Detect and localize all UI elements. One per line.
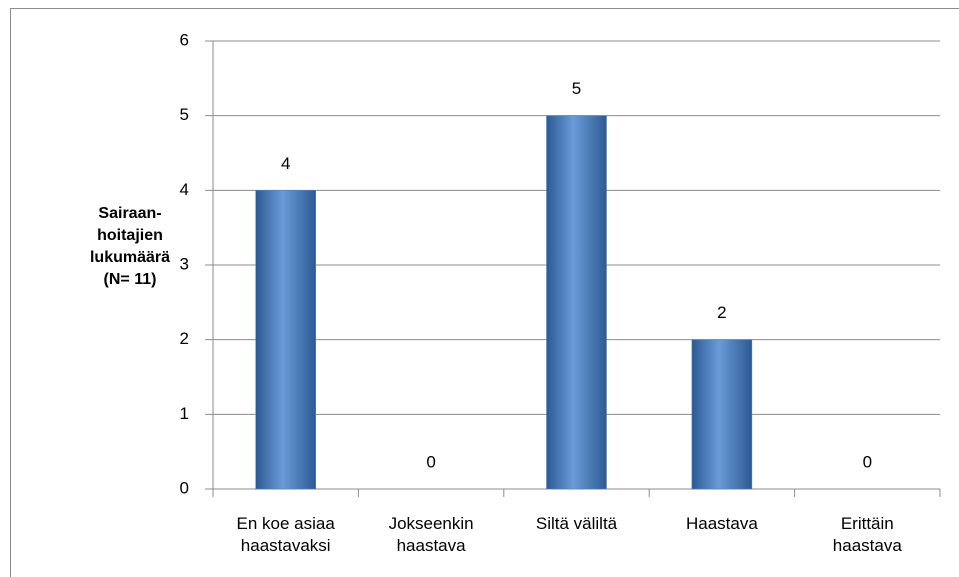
x-tick-label: Haastava	[685, 514, 758, 533]
bar	[691, 339, 753, 490]
y-tick-label: 2	[180, 329, 189, 348]
x-tick-label: Erittäin haastava	[832, 514, 902, 555]
y-tick-label: 0	[180, 478, 189, 497]
value-label: 4	[281, 154, 290, 173]
x-tick-label: Siltä väliltä	[535, 514, 618, 533]
value-label: 2	[717, 303, 726, 322]
x-tick-label: Jokseenkin haastava	[388, 514, 474, 555]
value-label: 0	[426, 452, 435, 471]
bar	[546, 115, 607, 490]
value-label: 5	[572, 79, 581, 98]
y-tick-label: 6	[180, 30, 189, 49]
y-tick-label: 5	[180, 105, 189, 124]
bar	[255, 190, 316, 490]
y-axis-label: Sairaan-hoitajien lukumäärä (N= 11)	[89, 205, 171, 288]
y-tick-label: 1	[180, 404, 189, 423]
value-label: 0	[863, 452, 872, 471]
x-tick-label: En koe asiaa haastavaksi	[236, 514, 335, 555]
y-tick-label: 4	[180, 180, 189, 199]
chart-frame	[10, 8, 959, 577]
y-tick-label: 3	[180, 254, 189, 273]
